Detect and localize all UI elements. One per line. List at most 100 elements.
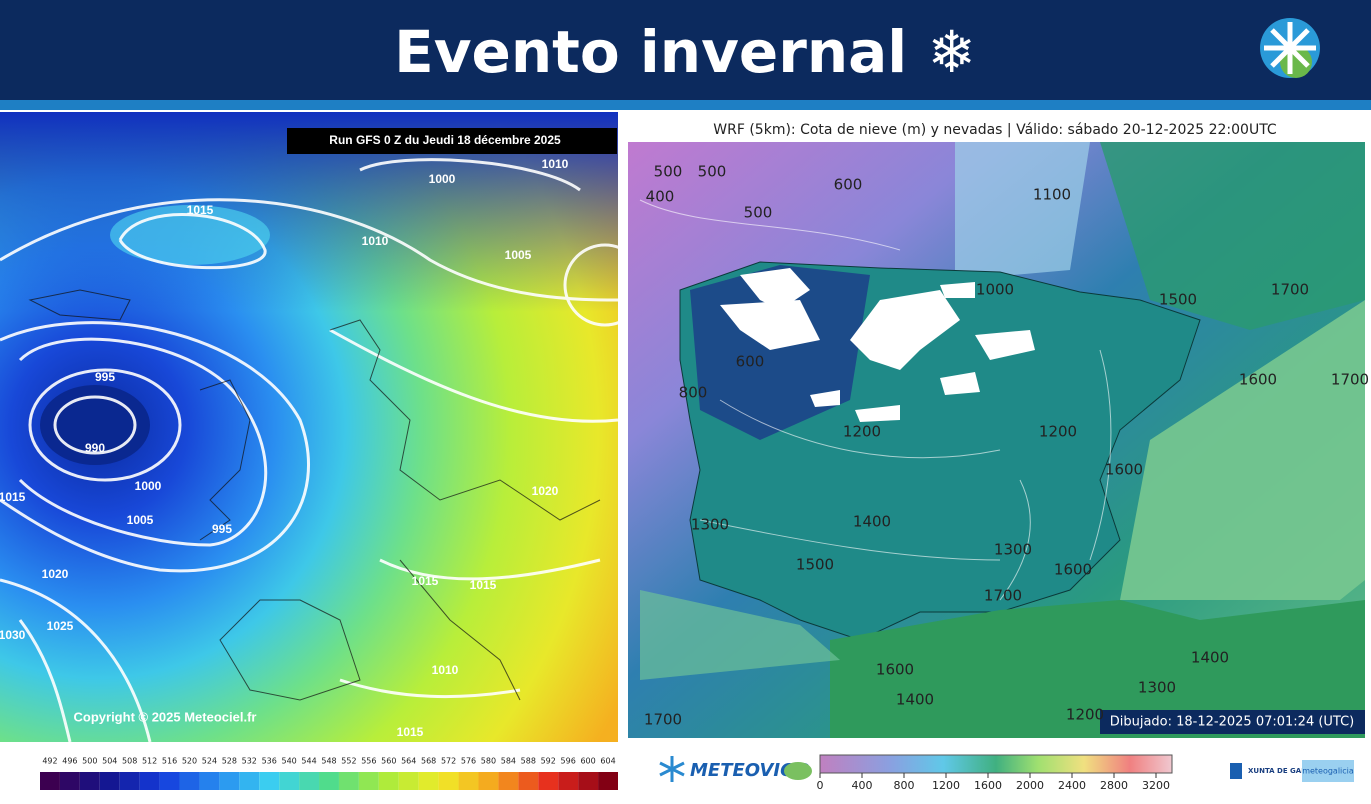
gfs-map: Run GFS 0 Z du Jeudi 18 décembre 2025 Co… xyxy=(0,112,647,743)
colorbar-cell xyxy=(239,772,260,790)
isobar-label: 1015 xyxy=(412,574,439,588)
colorbar-cell xyxy=(119,772,140,790)
colorbar-cell xyxy=(398,772,419,790)
colorbar-tick-label: 532 xyxy=(242,757,257,766)
run-label: Run GFS 0 Z du Jeudi 18 décembre 2025 xyxy=(329,133,561,147)
xunta-logo: XUNTA DE GALICIA meteogalicia xyxy=(1230,760,1354,782)
colorbar-tick-label: 560 xyxy=(381,757,396,766)
page-title: Evento invernal ❄ xyxy=(394,18,976,86)
colorbar-tick-label: 592 xyxy=(541,757,556,766)
isobar-label: 1005 xyxy=(505,248,532,262)
contour-label: 1200 xyxy=(1066,706,1104,724)
contour-label: 1600 xyxy=(1054,561,1092,579)
colorbar-cell xyxy=(358,772,379,790)
colorbar-tick-label: 3200 xyxy=(1142,779,1170,792)
isobar-label: 1015 xyxy=(397,725,424,739)
header-stripe xyxy=(0,100,1371,110)
colorbar-tick-label: 508 xyxy=(122,757,137,766)
isobar-label: 1010 xyxy=(432,663,459,677)
colorbar-tick-label: 604 xyxy=(600,757,615,766)
colorbar-tick-label: 576 xyxy=(461,757,476,766)
isobar-label: 1015 xyxy=(187,203,214,217)
contour-label: 1200 xyxy=(843,423,881,441)
isobar-label: 1010 xyxy=(362,234,389,248)
contour-label: 800 xyxy=(679,384,708,402)
meteovigo-logo: METEOVIGO xyxy=(659,756,812,782)
colorbar-tick-label: 504 xyxy=(102,757,117,766)
colorbar-tick-label: 556 xyxy=(361,757,376,766)
contour-label: 1600 xyxy=(876,661,914,679)
colorbar-cell xyxy=(418,772,439,790)
logo xyxy=(1260,18,1320,78)
colorbar-tick-label: 528 xyxy=(222,757,237,766)
contour-label: 1700 xyxy=(1331,371,1369,389)
colorbar-cell xyxy=(299,772,320,790)
colorbar-tick-label: 572 xyxy=(441,757,456,766)
colorbar-tick-label: 2400 xyxy=(1058,779,1086,792)
colorbar-tick-label: 584 xyxy=(501,757,516,766)
drawn-label: Dibujado: 18-12-2025 07:01:24 (UTC) xyxy=(1110,715,1355,730)
contour-label: 1000 xyxy=(976,281,1014,299)
colorbar-cell xyxy=(518,772,539,790)
colorbar-cell xyxy=(40,772,60,790)
colorbar-tick-label: 596 xyxy=(561,757,576,766)
wrf-title: WRF (5km): Cota de nieve (m) y nevadas |… xyxy=(713,122,1277,138)
colorbar-cell xyxy=(279,772,300,790)
colorbar-tick-label: 1200 xyxy=(932,779,960,792)
contour-label: 1200 xyxy=(1039,423,1077,441)
isobar-label: 1015 xyxy=(0,490,26,504)
colorbar-tick-label: 800 xyxy=(894,779,915,792)
contour-label: 1400 xyxy=(896,691,934,709)
isobar-label: 990 xyxy=(85,441,105,455)
colorbar-cell xyxy=(438,772,459,790)
colorbar-tick-label: 548 xyxy=(321,757,336,766)
colorbar-tick-label: 512 xyxy=(142,757,157,766)
colorbar-cell xyxy=(259,772,280,790)
colorbar-tick-label: 540 xyxy=(281,757,296,766)
isobar-label: 995 xyxy=(95,370,115,384)
colorbar-tick-label: 580 xyxy=(481,757,496,766)
contour-label: 400 xyxy=(646,188,675,206)
isobar-label: 1020 xyxy=(532,484,559,498)
contour-label: 1400 xyxy=(853,513,891,531)
colorbar-tick-label: 1600 xyxy=(974,779,1002,792)
colorbar-cell xyxy=(378,772,399,790)
colorbar-tick-label: 500 xyxy=(82,757,97,766)
isobar-label: 995 xyxy=(212,522,232,536)
contour-label: 1500 xyxy=(1159,291,1197,309)
isobar-label: 1025 xyxy=(47,619,74,633)
snow-areas xyxy=(720,268,1035,422)
colorbar-cell xyxy=(558,772,579,790)
colorbar-tick-label: 600 xyxy=(580,757,595,766)
isobar-label: 1005 xyxy=(127,513,154,527)
colorbar-tick-label: 524 xyxy=(202,757,217,766)
colorbar-tick-label: 400 xyxy=(852,779,873,792)
contour-label: 1600 xyxy=(1239,371,1277,389)
contour-label: 1100 xyxy=(1033,186,1071,204)
contour-label: 1400 xyxy=(1191,649,1229,667)
colorbar-tick-label: 588 xyxy=(521,757,536,766)
contour-label: 1700 xyxy=(644,711,682,729)
contour-label: 500 xyxy=(744,204,773,222)
colorbar-cell xyxy=(338,772,359,790)
contour-label: 600 xyxy=(736,353,765,371)
colorbar-cell xyxy=(99,772,120,790)
colorbar-cell xyxy=(458,772,479,790)
xunta: XUNTA DE GALICIA xyxy=(1248,767,1322,775)
colorbar-tick-label: 2800 xyxy=(1100,779,1128,792)
colorbar-tick-label: 564 xyxy=(401,757,416,766)
contour-label: 1700 xyxy=(1271,281,1309,299)
colorbar-tick-label: 496 xyxy=(62,757,77,766)
contour-label: 500 xyxy=(654,163,683,181)
colorbar-tick-label: 492 xyxy=(42,757,57,766)
contour-label: 1300 xyxy=(1138,679,1176,697)
colorbar-cell xyxy=(538,772,559,790)
isobar-label: 1015 xyxy=(470,578,497,592)
colorbar-cell xyxy=(79,772,100,790)
brand: METEOVIGO xyxy=(690,760,810,781)
colorbar-tick-label: 536 xyxy=(262,757,277,766)
colorbar-tick-label: 520 xyxy=(182,757,197,766)
contour-label: 600 xyxy=(834,176,863,194)
wrf-map: Dibujado: 18-12-2025 07:01:24 (UTC) 500 4… xyxy=(628,142,1369,738)
